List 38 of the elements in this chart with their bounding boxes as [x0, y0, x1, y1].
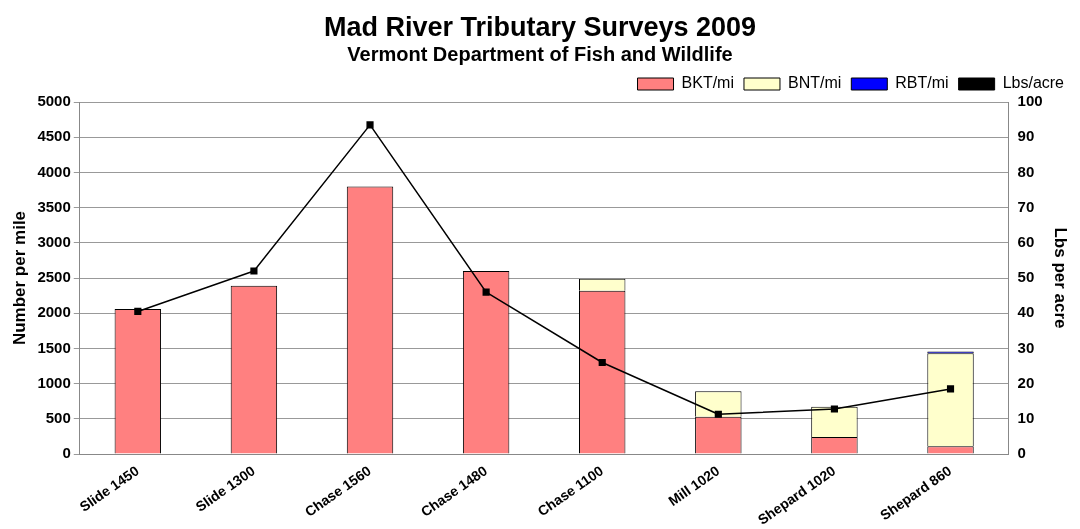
- point: [482, 288, 490, 296]
- point: [714, 410, 722, 418]
- legend-label: Lbs/acre: [1002, 74, 1065, 92]
- point: [830, 405, 838, 413]
- y-tick-label: 5000: [37, 92, 71, 110]
- y2-axis-title: Lbs per acre: [1051, 227, 1071, 329]
- y-tick-label: 3000: [37, 232, 71, 250]
- y2-tick-label: 50: [1017, 268, 1035, 286]
- y2-tick-label: 40: [1017, 303, 1035, 321]
- y2-tick-label: 30: [1017, 338, 1035, 356]
- y2-tick-label: 20: [1017, 373, 1035, 391]
- y2-tick-label: 60: [1017, 232, 1035, 250]
- y2-tick-label: 10: [1017, 408, 1035, 426]
- y2-tick-label: 80: [1017, 162, 1035, 180]
- point: [250, 267, 258, 275]
- legend-label: BNT/mi: [787, 74, 842, 92]
- point: [946, 385, 955, 393]
- point: [134, 307, 142, 316]
- point: [366, 121, 374, 129]
- y2-tick-label: 90: [1017, 127, 1035, 145]
- y-axis-title: Number per mile: [9, 210, 29, 346]
- y2-tick-label: 0: [1017, 444, 1026, 462]
- y-tick-label: 500: [45, 408, 71, 426]
- y-tick-label: 4000: [37, 162, 71, 180]
- y-tick-label: 1000: [37, 373, 71, 391]
- y-tick-label: 3500: [37, 197, 71, 215]
- y2-tick-label: 100: [1017, 92, 1043, 110]
- chart-subtitle: Vermont Department of Fish and Wildlife: [346, 42, 734, 66]
- y-tick-label: 4500: [37, 127, 71, 145]
- legend-label: BKT/mi: [681, 74, 734, 92]
- point: [598, 358, 606, 367]
- chart-title: Mad River Tributary Surveys 2009: [322, 12, 758, 42]
- y2-tick-label: 70: [1017, 197, 1035, 215]
- y-tick-label: 2500: [37, 268, 71, 286]
- y-tick-label: 0: [62, 444, 71, 462]
- y-tick-label: 2000: [37, 303, 71, 321]
- y-tick-label: 1500: [37, 338, 71, 356]
- legend-label: RBT/mi: [895, 74, 949, 92]
